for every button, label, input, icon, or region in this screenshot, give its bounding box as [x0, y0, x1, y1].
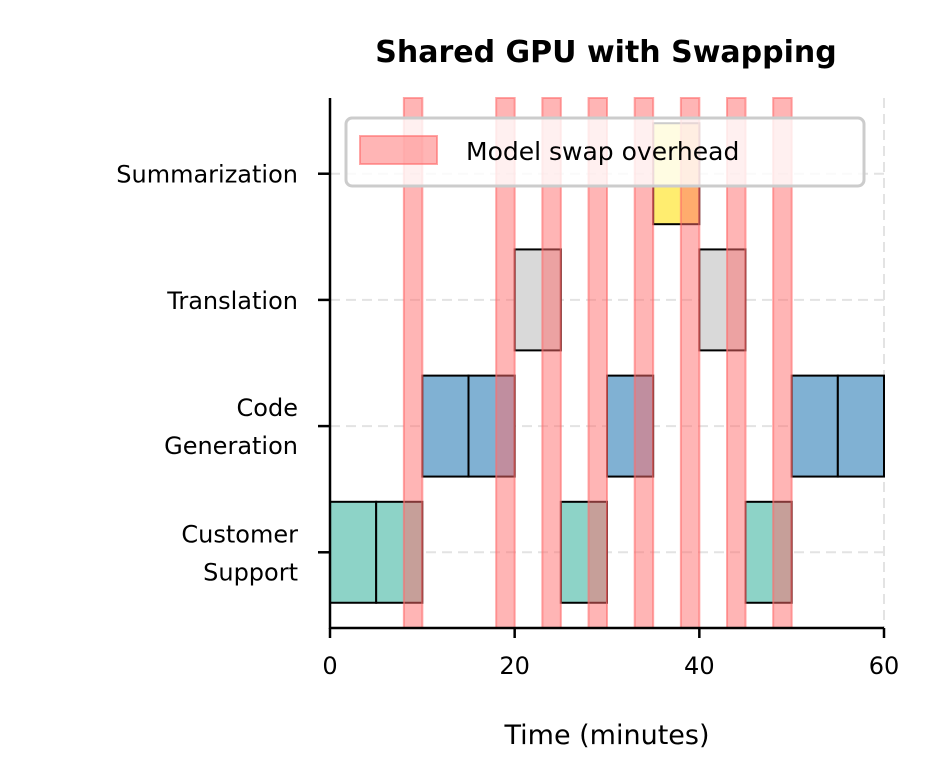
task-bar [790, 374, 839, 478]
x-tick-label: 0 [322, 652, 337, 680]
task-bar [329, 500, 378, 604]
x-axis-label: Time (minutes) [503, 720, 709, 751]
x-tick-label: 40 [684, 652, 715, 680]
legend-swatch-overhead [359, 135, 438, 165]
axes [318, 98, 886, 638]
chart-title: Shared GPU with Swapping [375, 35, 836, 70]
y-tick-label: Summarization [116, 161, 298, 189]
legend-label-overhead: Model swap overhead [466, 137, 739, 166]
y-tick-label: Customer [181, 520, 298, 548]
legend: Model swap overhead [344, 116, 866, 188]
x-tick-label: 20 [499, 652, 530, 680]
y-tick-label: Generation [164, 432, 298, 460]
x-tick-labels: 0 20 40 60 [322, 652, 899, 680]
y-tick-label: Support [203, 558, 298, 586]
x-tick-label: 60 [869, 652, 900, 680]
y-tick-label: Code [237, 394, 298, 422]
y-tick-labels: Customer Support Code Generation Translation… [116, 161, 298, 587]
task-bar [836, 374, 885, 478]
task-bar [421, 374, 470, 478]
legend-frame [344, 116, 866, 188]
y-tick-label: Translation [166, 287, 298, 315]
